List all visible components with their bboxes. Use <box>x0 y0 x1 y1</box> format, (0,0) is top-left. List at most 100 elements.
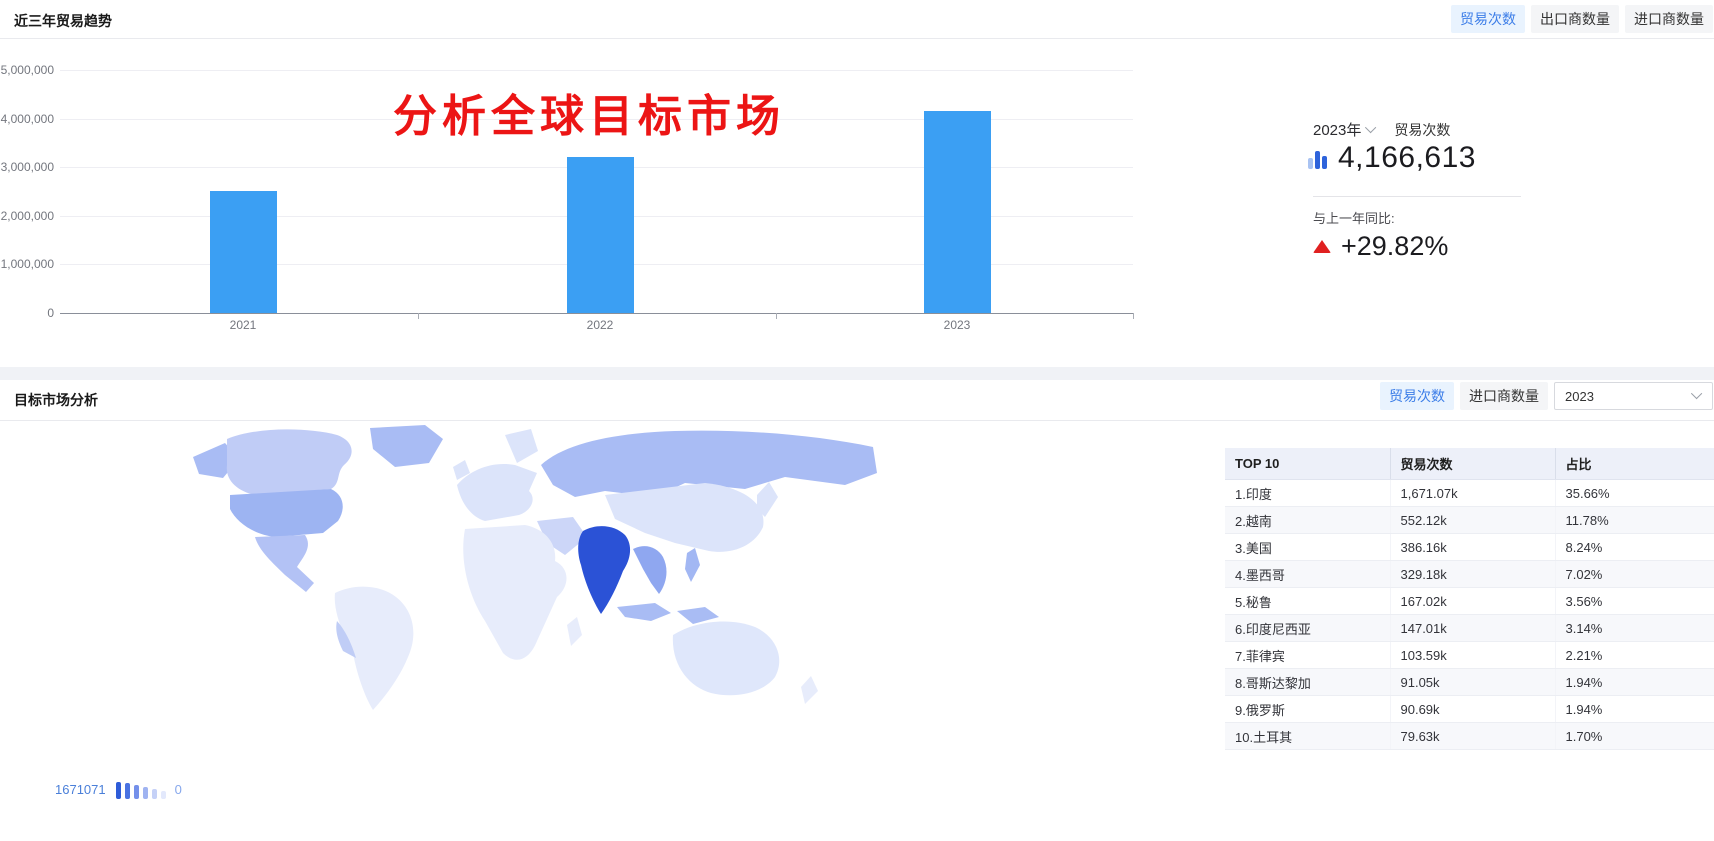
map-region-new-zealand[interactable] <box>801 676 818 704</box>
map-region-philippines[interactable] <box>685 548 700 582</box>
trend-bar[interactable] <box>923 110 991 313</box>
country-cell: 1.印度 <box>1225 479 1391 507</box>
map-region-europe[interactable] <box>457 463 537 521</box>
chevron-down-icon[interactable] <box>1365 121 1377 133</box>
col-header-trade-count: 贸易次数 <box>1390 448 1556 480</box>
trend-bar[interactable] <box>566 157 634 313</box>
x-axis-tick <box>1133 313 1134 319</box>
share-cell: 3.14% <box>1555 614 1714 642</box>
map-region-usa[interactable] <box>230 489 343 537</box>
value-cell: 79.63k <box>1390 722 1556 750</box>
map-region-uk[interactable] <box>453 460 470 480</box>
grid-line <box>60 118 1133 120</box>
table-row[interactable]: 3.美国 386.16k 8.24% <box>1225 533 1714 561</box>
tab-market-importer-count[interactable]: 进口商数量 <box>1460 382 1548 410</box>
country-cell: 5.秘鲁 <box>1225 587 1391 615</box>
bar-chart-icon <box>1308 147 1327 170</box>
map-region-africa[interactable] <box>463 525 567 660</box>
map-region-australia[interactable] <box>672 621 780 696</box>
share-cell: 3.56% <box>1555 587 1714 615</box>
table-row[interactable]: 6.印度尼西亚 147.01k 3.14% <box>1225 614 1714 642</box>
market-controls: 贸易次数 进口商数量 2023 <box>1380 382 1713 410</box>
triangle-up-icon <box>1313 240 1331 253</box>
stats-metric-label: 贸易次数 <box>1394 121 1451 138</box>
tab-importer-count[interactable]: 进口商数量 <box>1625 5 1713 33</box>
value-cell: 386.16k <box>1390 533 1556 561</box>
legend-max-value: 1671071 <box>55 781 106 797</box>
map-region-japan[interactable] <box>757 482 778 517</box>
section-divider-band <box>0 367 1714 380</box>
map-region-greenland[interactable] <box>370 425 443 467</box>
x-axis-tick <box>776 313 777 319</box>
market-title-text: 目标市场分析 <box>14 392 98 408</box>
table-row[interactable]: 2.越南 552.12k 11.78% <box>1225 506 1714 534</box>
value-cell: 552.12k <box>1390 506 1556 534</box>
legend-swatch <box>160 791 166 799</box>
table-row[interactable]: 7.菲律宾 103.59k 2.21% <box>1225 641 1714 669</box>
world-map[interactable] <box>185 425 905 725</box>
year-select-value: 2023 <box>1565 388 1594 404</box>
table-row[interactable]: 1.印度 1,671.07k 35.66% <box>1225 479 1714 507</box>
country-cell: 10.土耳其 <box>1225 722 1391 750</box>
share-cell: 1.94% <box>1555 695 1714 723</box>
trend-bar[interactable] <box>209 190 277 313</box>
map-region-india[interactable] <box>578 526 631 614</box>
map-region-china[interactable] <box>605 483 764 552</box>
country-cell: 3.美国 <box>1225 533 1391 561</box>
year-dropdown[interactable]: 2023年 <box>1313 122 1362 139</box>
map-region-mexico[interactable] <box>255 535 314 592</box>
map-region-madagascar[interactable] <box>567 617 582 646</box>
y-axis-label: 3,000,000 <box>0 160 54 175</box>
trade-count-value: 4,166,613 <box>1338 141 1476 174</box>
map-region-peru[interactable] <box>336 621 356 658</box>
share-cell: 35.66% <box>1555 479 1714 507</box>
map-region-vietnam[interactable] <box>633 546 667 594</box>
value-cell: 90.69k <box>1390 695 1556 723</box>
tab-trade-count[interactable]: 贸易次数 <box>1451 5 1525 33</box>
map-region-scandinavia[interactable] <box>505 429 538 463</box>
table-header-row: TOP 10 贸易次数 占比 <box>1225 448 1714 480</box>
year-select[interactable]: 2023 <box>1554 382 1713 410</box>
map-region-middle-east[interactable] <box>537 517 587 555</box>
country-cell: 6.印度尼西亚 <box>1225 614 1391 642</box>
tab-exporter-count[interactable]: 出口商数量 <box>1531 5 1619 33</box>
share-cell: 1.94% <box>1555 668 1714 696</box>
market-header-divider <box>0 420 1714 421</box>
x-axis-label: 2022 <box>586 318 614 332</box>
map-region-russia[interactable] <box>541 430 877 497</box>
share-cell: 8.24% <box>1555 533 1714 561</box>
map-region-canada[interactable] <box>226 429 352 495</box>
grid-line <box>60 70 1133 71</box>
top10-table: TOP 10 贸易次数 占比 1.印度 1,671.07k 35.66% 2.越… <box>1225 448 1714 750</box>
x-axis-label: 2023 <box>943 318 971 332</box>
table-row[interactable]: 8.哥斯达黎加 91.05k 1.94% <box>1225 668 1714 696</box>
table-row[interactable]: 9.俄罗斯 90.69k 1.94% <box>1225 695 1714 723</box>
stats-header-row: 2023年 贸易次数 <box>1313 119 1450 140</box>
legend-swatch <box>115 782 121 799</box>
tab-market-trade-count[interactable]: 贸易次数 <box>1380 382 1454 410</box>
share-cell: 11.78% <box>1555 506 1714 534</box>
yoy-value: +29.82% <box>1341 231 1449 261</box>
country-cell: 2.越南 <box>1225 506 1391 534</box>
value-cell: 103.59k <box>1390 641 1556 669</box>
table-row[interactable]: 10.土耳其 79.63k 1.70% <box>1225 722 1714 750</box>
trend-section-title: 近三年贸易趋势 <box>14 11 112 31</box>
share-cell: 1.70% <box>1555 722 1714 750</box>
y-axis-label: 0 <box>47 306 54 320</box>
table-row[interactable]: 4.墨西哥 329.18k 7.02% <box>1225 560 1714 588</box>
col-header-top10: TOP 10 <box>1225 448 1391 480</box>
y-axis-label: 1,000,000 <box>0 257 54 272</box>
trend-metric-tabs: 贸易次数 出口商数量 进口商数量 <box>1451 5 1713 33</box>
map-legend: 1671071 0 <box>55 779 182 799</box>
market-section-title: 目标市场分析 <box>14 390 98 410</box>
x-axis-line <box>60 313 1134 314</box>
value-cell: 329.18k <box>1390 560 1556 588</box>
map-region-indonesia-east[interactable] <box>677 607 719 624</box>
value-cell: 147.01k <box>1390 614 1556 642</box>
map-region-indonesia[interactable] <box>617 603 671 621</box>
legend-swatch <box>124 783 130 799</box>
page-title: 近三年贸易趋势 <box>14 13 112 29</box>
table-row[interactable]: 5.秘鲁 167.02k 3.56% <box>1225 587 1714 615</box>
map-region-south-america[interactable] <box>334 586 414 710</box>
y-axis-label: 4,000,000 <box>0 111 54 126</box>
